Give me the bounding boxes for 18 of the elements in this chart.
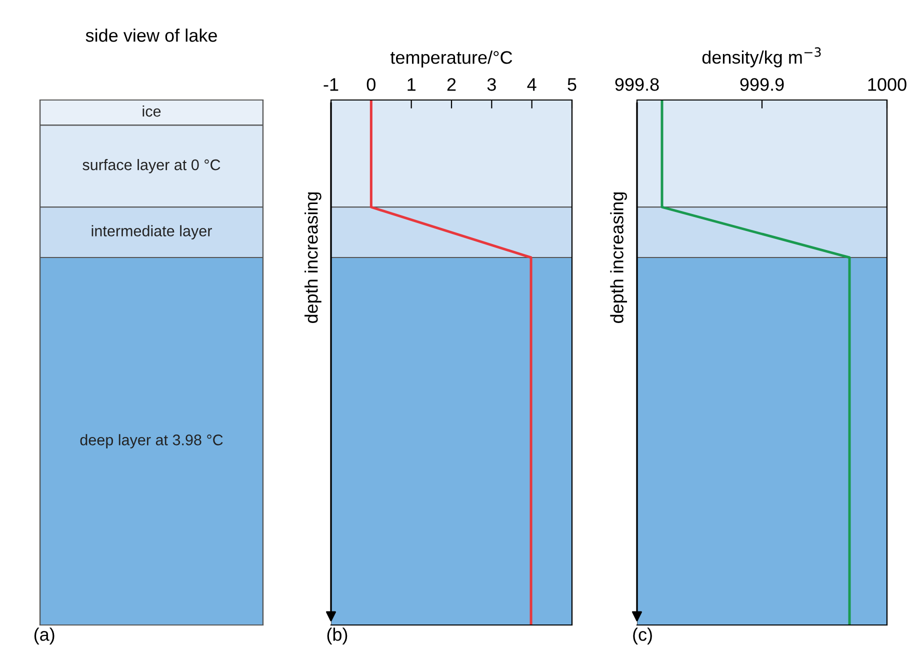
x-tick-label: 1000: [868, 78, 906, 91]
x-tick-label: 999.8: [615, 78, 659, 91]
x-tick-label: 3: [487, 78, 496, 91]
y-axis-title: depth increasing: [610, 192, 627, 323]
x-tick-label: 1: [408, 78, 416, 91]
text: (c): [633, 628, 652, 644]
text: side view of lake: [86, 28, 217, 42]
x-tick-label: 4: [527, 78, 536, 91]
text: (b): [327, 628, 348, 644]
y-axis-title: depth increasing: [304, 192, 322, 323]
x-tick-label: 2: [447, 78, 456, 91]
x-axis-title: temperature/°C: [390, 50, 512, 68]
x-tick-label: 0: [366, 78, 376, 91]
x-axis-title: density/kg m$^{−3}$: [702, 47, 821, 68]
text: (a): [34, 628, 54, 644]
x-tick-label: 5: [568, 78, 576, 91]
x-tick-label: 999.9: [740, 78, 784, 91]
x-tick-label: -1: [324, 78, 338, 91]
